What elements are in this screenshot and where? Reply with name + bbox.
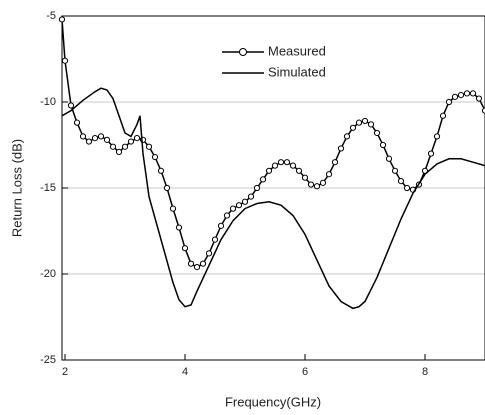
data-point <box>223 212 231 219</box>
data-point <box>325 171 333 178</box>
data-point <box>349 124 357 131</box>
data-point <box>439 112 447 119</box>
data-point <box>121 143 129 150</box>
data-point <box>283 159 291 166</box>
data-point <box>127 138 135 145</box>
data-point <box>313 183 321 190</box>
data-point <box>217 222 225 229</box>
data-point <box>205 250 213 257</box>
x-tick-label: 6 <box>302 366 308 378</box>
data-point <box>379 141 387 149</box>
x-axis-label: Frequency(GHz) <box>225 394 321 409</box>
data-point <box>91 135 99 142</box>
data-point <box>253 184 261 192</box>
y-tick-label: -10 <box>40 96 56 108</box>
legend-label: Simulated <box>268 64 326 79</box>
data-point <box>175 224 183 231</box>
y-tick-label: -15 <box>40 182 56 194</box>
data-point <box>337 145 345 152</box>
data-point <box>58 16 66 23</box>
data-point <box>397 178 405 185</box>
data-point <box>259 176 267 183</box>
data-point <box>271 162 279 169</box>
legend-label: Measured <box>268 43 326 58</box>
data-point <box>331 159 339 166</box>
data-point <box>277 159 285 166</box>
data-point <box>463 90 471 97</box>
data-point <box>469 90 477 97</box>
data-point <box>235 202 243 209</box>
data-point <box>361 117 369 125</box>
data-point <box>103 136 111 143</box>
data-point <box>163 184 171 192</box>
data-point <box>475 95 483 102</box>
data-point <box>211 236 219 243</box>
data-point <box>79 133 87 140</box>
y-tick-label: -20 <box>40 268 56 280</box>
y-axis-label: Return Loss (dB) <box>9 139 24 237</box>
data-point <box>373 129 381 137</box>
data-point <box>157 167 165 174</box>
y-tick-label: -5 <box>46 10 56 22</box>
data-point <box>433 133 441 140</box>
data-point <box>73 119 81 126</box>
x-tick-label: 2 <box>62 366 68 378</box>
data-point <box>295 167 303 174</box>
data-point <box>343 133 351 140</box>
data-point <box>169 205 177 212</box>
data-point <box>355 119 363 126</box>
legend-marker <box>239 48 247 56</box>
data-point <box>265 167 273 174</box>
y-tick-label: -25 <box>40 354 56 366</box>
data-point <box>289 162 297 169</box>
data-point <box>145 143 153 150</box>
data-point <box>385 155 393 162</box>
data-point <box>187 260 195 267</box>
x-tick-label: 4 <box>182 366 188 378</box>
data-point <box>307 181 315 188</box>
data-point <box>115 148 123 155</box>
data-point <box>319 179 327 186</box>
data-point <box>85 138 93 145</box>
data-point <box>301 174 309 181</box>
data-point <box>403 184 411 192</box>
data-point <box>457 92 465 99</box>
data-point <box>193 264 201 271</box>
data-point <box>229 205 237 212</box>
data-point <box>151 153 159 161</box>
data-point <box>391 167 399 174</box>
series-line <box>61 87 485 310</box>
data-point <box>367 121 375 128</box>
data-point <box>451 93 459 100</box>
data-point <box>445 98 453 106</box>
data-point <box>109 143 117 150</box>
data-point <box>67 102 75 109</box>
data-point <box>199 260 207 267</box>
data-point <box>241 198 249 205</box>
data-point <box>133 135 141 142</box>
data-point <box>97 133 105 140</box>
data-point <box>247 193 255 200</box>
x-tick-label: 8 <box>422 366 428 378</box>
data-point <box>61 57 69 64</box>
data-point <box>181 245 189 252</box>
data-point <box>427 150 435 157</box>
plot-frame <box>61 15 485 361</box>
